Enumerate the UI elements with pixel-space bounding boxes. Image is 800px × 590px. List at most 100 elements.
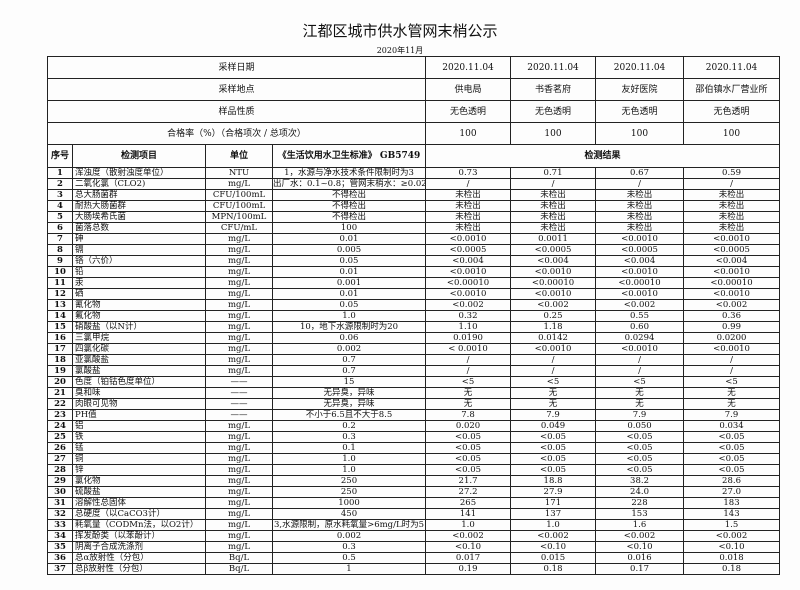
table-row: 9 铬（六价） mg/L 0.05 <0.004 <0.004 <0.004 <0.004 [47,255,781,267]
result-4: <0.0010 [683,343,781,355]
row-item: 汞 [72,277,206,289]
row-unit: NTU [205,167,273,179]
result-4: <0.0010 [683,288,781,300]
result-1: <0.05 [425,442,512,454]
result-4: <0.002 [683,530,781,542]
row-unit: —— [205,409,273,421]
result-1: <0.0010 [425,233,512,245]
row-item: 耗氧量（CODMn法，以O2计） [72,519,206,531]
row-standard: 无异臭，异味 [271,387,427,399]
table-row: 13 氰化物 mg/L 0.05 <0.002 <0.002 <0.002 <0.002 [47,299,781,311]
row-unit: CFU/100mL [205,189,273,201]
result-1: 无 [425,398,512,410]
result-3: <0.002 [595,530,685,542]
table-row: 20 色度（铂钴色度单位） —— 15 <5 <5 <5 <5 [47,376,781,388]
table-row: 15 硝酸盐（以N计） mg/L 10，地下水源限制时为20 1.10 1.18 0.60 0… [47,321,781,333]
table-row: 35 阴离子合成洗涤剂 mg/L 0.3 <0.10 <0.10 <0.10 <0.10 [47,541,781,553]
row-standard: 1，水源与净水技术条件限制时为3 [271,167,427,179]
row-item: 溶解性总固体 [72,497,206,509]
row-standard: 3,水源限制，原水耗氧量>6mg/L时为5 [271,519,427,531]
row-standard: 0.05 [271,255,427,267]
result-1: <0.05 [425,431,512,443]
result-1: 141 [425,508,512,520]
result-3: 未检出 [595,211,685,223]
row-unit: mg/L [205,299,273,311]
col-unit: 单位 [205,144,273,168]
row-no: 2 [47,178,73,190]
row-unit: —— [205,387,273,399]
row-unit: mg/L [205,266,273,278]
row-standard: 0.06 [271,332,427,344]
result-2: 27.9 [510,486,597,498]
table-row: 17 四氯化碳 mg/L 0.002 < 0.0010 <0.0010 <0.0010 <0.… [47,343,781,355]
result-3: <0.05 [595,442,685,454]
result-2: 0.0142 [510,332,597,344]
result-3: 0.17 [595,563,685,575]
table-row: 31 溶解性总固体 mg/L 1000 265 171 228 183 [47,497,781,509]
row-unit: mg/L [205,442,273,454]
result-1: 7.8 [425,409,512,421]
row-standard: 0.3 [271,431,427,443]
row-no: 21 [47,387,73,399]
result-4: 未检出 [683,211,781,223]
result-4: <0.004 [683,255,781,267]
row-no: 22 [47,398,73,410]
row-standard: 0.01 [271,288,427,300]
result-2: 0.049 [510,420,597,432]
result-2: 无 [510,387,597,399]
row-no: 11 [47,277,73,289]
column-header-row: 序号 检测项目 单位 《生活饮用水卫生标准》 GB5749 检测结果 [47,144,781,168]
row-unit: —— [205,376,273,388]
row-no: 37 [47,563,73,575]
result-4: 1.5 [683,519,781,531]
result-1: 1.10 [425,321,512,333]
result-4: 无 [683,387,781,399]
result-4: 未检出 [683,189,781,201]
result-2: 7.9 [510,409,597,421]
header-value: 100 [425,122,512,145]
row-standard: 0.3 [271,541,427,553]
row-no: 17 [47,343,73,355]
row-unit: mg/L [205,431,273,443]
table-row: 32 总硬度（以CaCO3计） mg/L 450 141 137 153 143 [47,508,781,520]
result-3: <5 [595,376,685,388]
result-4: <0.10 [683,541,781,553]
result-3: / [595,178,685,190]
header-value: 2020.11.04 [683,56,781,79]
row-item: 总硬度（以CaCO3计） [72,508,206,520]
result-4: <5 [683,376,781,388]
row-item: 阴离子合成洗涤剂 [72,541,206,553]
row-no: 19 [47,365,73,377]
row-standard: 1.0 [271,310,427,322]
row-no: 32 [47,508,73,520]
row-no: 15 [47,321,73,333]
row-standard: 0.7 [271,365,427,377]
col-no: 序号 [47,144,73,168]
row-unit: mg/L [205,365,273,377]
row-standard: 0.002 [271,530,427,542]
result-3: 1.6 [595,519,685,531]
row-item: 色度（铂钴色度单位） [72,376,206,388]
col-item: 检测项目 [72,144,206,168]
result-3: 24.0 [595,486,685,498]
result-1: 1.0 [425,519,512,531]
report-month: 2020年11月 [376,46,424,55]
row-no: 3 [47,189,73,201]
result-2: 1.0 [510,519,597,531]
result-3: 153 [595,508,685,520]
header-value: 无色透明 [595,100,685,123]
row-unit: mg/L [205,453,273,465]
header-row: 采样日期 2020.11.04 2020.11.04 2020.11.04 2020.1… [46,56,781,79]
result-2: <0.05 [510,464,597,476]
row-standard: 不得检出 [271,200,427,212]
row-standard: 250 [271,475,427,487]
result-1: <0.0005 [425,244,512,256]
result-3: 38.2 [595,475,685,487]
row-item: 挥发酚类（以苯酚计） [72,530,206,542]
row-standard: 不小于6.5且不大于8.5 [271,409,427,421]
table-row: 30 硫酸盐 mg/L 250 27.2 27.9 24.0 27.0 [47,486,781,498]
result-3: <0.0005 [595,244,685,256]
result-2: 18.8 [510,475,597,487]
result-3: 未检出 [595,222,685,234]
row-item: 氯化物 [72,475,206,487]
